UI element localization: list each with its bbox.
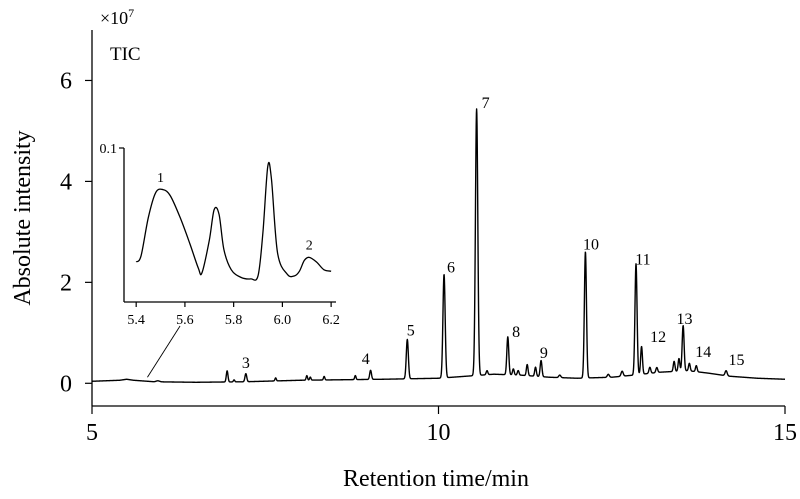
inset-x-axis-ticks: 5.4 5.6 5.8 6.0 6.2: [127, 302, 340, 328]
peak-label-10: 10: [583, 237, 599, 254]
tic-label: TIC: [110, 44, 141, 65]
peak-label-5: 5: [407, 322, 415, 339]
peak-label-11: 11: [635, 252, 650, 269]
inset-peak-labels: 12: [157, 171, 313, 254]
inset-x-tick-label: 5.4: [127, 313, 145, 328]
x-tick-label: 5: [86, 420, 98, 446]
peak-label-14: 14: [695, 344, 711, 361]
scale-factor-label: ×107: [100, 6, 134, 28]
tic-trace: [91, 108, 786, 383]
y-tick-label: 2: [60, 270, 72, 296]
x-axis-ticks: 5 10 15: [86, 406, 797, 446]
peak-label-7: 7: [482, 95, 490, 112]
inset-x-tick-label: 5.8: [225, 313, 243, 328]
inset-plot: 5.4 5.6 5.8 6.0 6.2 0.1 12: [100, 142, 340, 328]
y-tick-label: 6: [60, 68, 72, 94]
x-axis-title: Retention time/min: [343, 466, 529, 492]
y-axis-title: Absolute intensity: [10, 130, 36, 305]
peak-label-13: 13: [677, 311, 693, 328]
y-tick-label: 0: [60, 371, 72, 397]
y-tick-label: 4: [60, 169, 72, 195]
inset-y-axis-ticks: 0.1: [100, 142, 124, 157]
peak-label-15: 15: [728, 352, 744, 369]
inset-x-tick-label: 5.6: [176, 313, 194, 328]
peak-label-6: 6: [447, 259, 455, 276]
inset-peak-label-1: 1: [157, 171, 164, 186]
inset-peak-label-2: 2: [306, 239, 313, 254]
y-axis-ticks: 0 2 4 6: [60, 68, 92, 397]
peak-label-3: 3: [242, 355, 250, 372]
inset-trace: [135, 161, 332, 281]
inset-y-tick-label: 0.1: [100, 142, 118, 157]
inset-x-tick-label: 6.2: [322, 313, 340, 328]
inset-x-tick-label: 6.0: [274, 313, 292, 328]
x-tick-label: 10: [427, 420, 451, 446]
peak-label-8: 8: [512, 324, 520, 341]
inset-zoom-leader: [147, 325, 181, 378]
x-tick-label: 15: [773, 420, 797, 446]
peak-label-4: 4: [362, 351, 370, 368]
peak-label-12: 12: [650, 329, 666, 346]
peak-label-9: 9: [540, 345, 548, 362]
